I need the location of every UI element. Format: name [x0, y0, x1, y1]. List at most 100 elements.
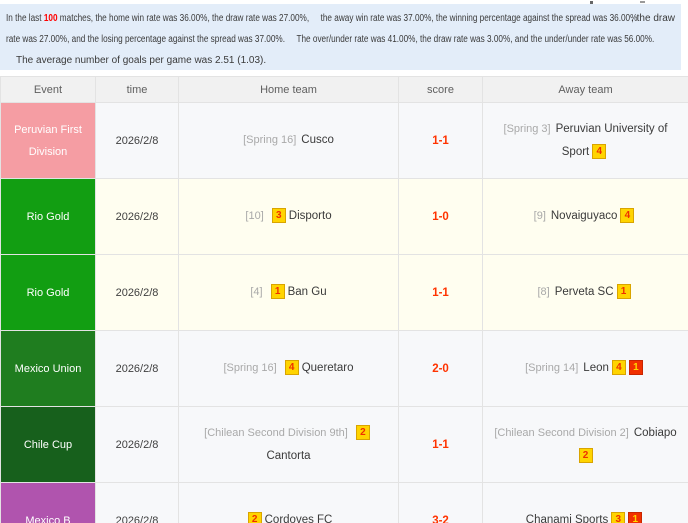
team-rank-prefix: [Spring 16] — [243, 134, 297, 146]
home-team-name[interactable]: Ban Gu — [287, 286, 327, 298]
team-rank-prefix: [10] — [245, 210, 264, 222]
yellow-card-badge: 3 — [611, 512, 626, 523]
table-row: Rio Gold 2026/2/8 [10] 3 Disporto 1-0 [9] Novai… — [0, 178, 688, 255]
match-count: 100 — [43, 13, 58, 24]
away-team-name[interactable]: Leon — [583, 362, 609, 374]
team-rank-prefix: [Spring 3] — [503, 122, 551, 135]
match-score[interactable]: 1-0 — [432, 210, 449, 223]
col-header-score: score — [398, 76, 483, 103]
table-row: Mexico Union 2026/2/8 [Spring 16] 4 Queretar… — [0, 330, 688, 407]
home-team-cell: [4] 1 Ban Gu — [178, 254, 399, 331]
table-header-row: Event time Home team score Away team — [0, 76, 688, 103]
team-rank-prefix: [Spring 14] — [525, 362, 579, 374]
table-row: Chile Cup 2026/2/8 [Chilean Second Divisio… — [0, 406, 688, 483]
match-time: 2026/2/8 — [95, 482, 179, 523]
match-score[interactable]: 2-0 — [432, 362, 449, 375]
score-cell: 2-0 — [398, 330, 483, 407]
yellow-card-badge: 1 — [616, 284, 631, 299]
away-team-name[interactable]: Cobiapo — [633, 426, 677, 439]
event-name: Mexico B — [25, 514, 71, 523]
team-rank-prefix: [Chilean Second Division 2] — [494, 426, 629, 439]
score-cell: 1-1 — [398, 406, 483, 483]
home-team-cell: 2 Cordoves FC — [178, 482, 399, 523]
event-name: Rio Gold — [26, 286, 70, 299]
clipped-artifact — [640, 1, 645, 3]
team-rank-prefix: [8] — [537, 286, 550, 298]
event-cell[interactable]: Mexico B — [0, 482, 96, 523]
event-cell[interactable]: Peruvian First Division — [0, 102, 96, 179]
col-header-away-team: Away team — [482, 76, 688, 103]
summary-line-3: The average number of goals per game was… — [16, 55, 267, 66]
home-team-cell: [Spring 16] Cusco — [178, 102, 399, 179]
event-cell[interactable]: Chile Cup — [0, 406, 96, 483]
home-team-cell: [Chilean Second Division 9th] 2 Cantorta — [178, 406, 399, 483]
match-time: 2026/2/8 — [95, 406, 179, 483]
yellow-card-badge: 4 — [592, 143, 607, 159]
home-team-name[interactable]: Cusco — [301, 134, 334, 146]
away-team-name[interactable]: Novaiguyaco — [550, 210, 618, 222]
home-team-name[interactable]: Disporto — [288, 210, 332, 222]
score-cell: 1-1 — [398, 254, 483, 331]
match-time: 2026/2/8 — [95, 178, 179, 255]
summary-line-1: In the last 100 matches, the home win ra… — [6, 8, 681, 29]
table-row: Rio Gold 2026/2/8 [4] 1 Ban Gu 1-1 [8] Perveta … — [0, 254, 688, 331]
team-rank-prefix: [4] — [250, 286, 263, 298]
away-team-name[interactable]: Chanami Sports — [525, 514, 609, 523]
red-card-badge: 1 — [628, 512, 643, 523]
summary-text: matches, the home win rate was 36.00%, t… — [57, 13, 310, 24]
yellow-card-badge: 1 — [270, 284, 285, 299]
home-team-name[interactable]: Cordoves FC — [264, 514, 333, 523]
table-row: Mexico B 2026/2/8 2 Cordoves FC 3-2 Chanami S… — [0, 482, 688, 523]
table-row: Peruvian First Division 2026/2/8 [Spring 1… — [0, 102, 688, 179]
match-time: 2026/2/8 — [95, 102, 179, 179]
match-time: 2026/2/8 — [95, 330, 179, 407]
matches-table: Event time Home team score Away team Per… — [0, 76, 688, 523]
match-score[interactable]: 1-1 — [432, 438, 449, 451]
home-team-name[interactable]: Cantorta — [266, 449, 311, 462]
match-score[interactable]: 1-1 — [432, 286, 449, 299]
score-cell: 1-0 — [398, 178, 483, 255]
yellow-card-badge: 4 — [611, 360, 626, 375]
event-cell[interactable]: Rio Gold — [0, 254, 96, 331]
away-team-cell: [Spring 14] Leon 4 1 — [482, 330, 688, 407]
event-cell[interactable]: Rio Gold — [0, 178, 96, 255]
yellow-card-badge: 3 — [271, 208, 286, 223]
away-team-cell: Chanami Sports 3 1 — [482, 482, 688, 523]
yellow-card-badge: 4 — [284, 360, 299, 375]
col-header-event: Event — [0, 76, 96, 103]
match-table-body: Peruvian First Division 2026/2/8 [Spring 1… — [0, 102, 688, 523]
summary-text: In the last — [6, 13, 44, 24]
yellow-card-badge: 2 — [578, 447, 593, 463]
away-team-cell: [Spring 3] Peruvian University of Sport 4 — [482, 102, 688, 179]
col-header-home-team: Home team — [178, 76, 399, 103]
top-strip — [0, 0, 688, 4]
summary-text: the away win rate was 37.00%, the winnin… — [320, 13, 638, 24]
home-team-name[interactable]: Queretaro — [301, 362, 354, 374]
match-score[interactable]: 1-1 — [432, 134, 449, 147]
away-team-name[interactable]: Perveta SC — [554, 286, 614, 298]
away-team-name[interactable]: Peruvian University of Sport — [555, 122, 668, 158]
home-team-cell: [Spring 16] 4 Queretaro — [178, 330, 399, 407]
away-team-cell: [9] Novaiguyaco 4 — [482, 178, 688, 255]
event-cell[interactable]: Mexico Union — [0, 330, 96, 407]
summary-text: The over/under rate was 41.00%, the draw… — [296, 34, 655, 45]
yellow-card-badge: 2 — [247, 512, 262, 523]
event-name: Mexico Union — [14, 362, 82, 375]
event-name: Peruvian First Division — [14, 123, 82, 158]
summary-line-2: rate was 27.00%, and the losing percenta… — [6, 29, 681, 50]
away-team-cell: [8] Perveta SC 1 — [482, 254, 688, 331]
score-cell: 1-1 — [398, 102, 483, 179]
red-card-badge: 1 — [628, 360, 643, 375]
team-rank-prefix: [9] — [533, 210, 546, 222]
clipped-artifact — [590, 1, 593, 4]
score-cell: 3-2 — [398, 482, 483, 523]
summary-box: In the last 100 matches, the home win ra… — [0, 4, 681, 70]
away-team-cell: [Chilean Second Division 2] Cobiapo 2 — [482, 406, 688, 483]
team-rank-prefix: [Chilean Second Division 9th] — [204, 426, 348, 439]
yellow-card-badge: 2 — [355, 424, 370, 440]
event-name: Rio Gold — [26, 210, 70, 223]
home-team-cell: [10] 3 Disporto — [178, 178, 399, 255]
event-name: Chile Cup — [23, 438, 73, 451]
match-score[interactable]: 3-2 — [432, 514, 449, 523]
